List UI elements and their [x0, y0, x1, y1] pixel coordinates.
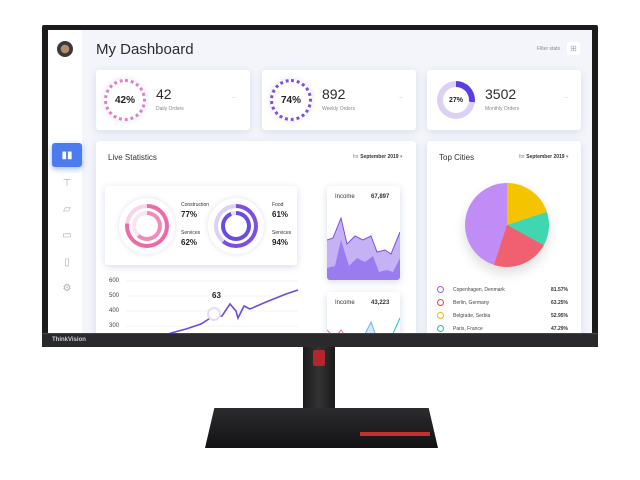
brand-logo: ThinkVision — [52, 337, 86, 343]
base-accent — [360, 432, 430, 436]
city-value: 81.57% — [551, 287, 568, 293]
income-line-chart — [327, 317, 400, 333]
city-value: 47.29% — [551, 326, 568, 332]
income-area-chart — [327, 216, 400, 280]
income-card: Income 67,897 — [327, 186, 400, 280]
progress-ring: 42% — [104, 79, 146, 121]
bar-chart-icon[interactable]: ▮▮ — [52, 143, 82, 167]
stat-card-weekly: 74% 892 Weekly Orders ... — [262, 70, 416, 130]
grid-icon[interactable]: ⊞ — [567, 42, 580, 55]
income-value: 67,897 — [371, 194, 390, 200]
clipboard-icon[interactable]: ▯ — [64, 256, 70, 268]
period-prefix: for — [353, 154, 359, 160]
monitor-stand-base — [205, 408, 438, 448]
period-value: September 2019 — [526, 154, 565, 160]
filter-stats-label[interactable]: Filter stats — [537, 46, 561, 52]
y-tick: 600 — [109, 278, 120, 284]
screen: ▮▮ ⊤ ▱ ▭ ▯ ⚙ My Dashboard Filter stats ⊞… — [48, 30, 592, 333]
city-name: Copenhagen, Denmark — [453, 287, 505, 293]
city-name: Berlin, Germany — [453, 300, 490, 306]
y-tick: 400 — [109, 308, 120, 314]
ring-chart-construction — [119, 198, 175, 254]
ring-stats-card: Construction 77% Services 62% Food 61% S… — [105, 186, 297, 265]
more-button[interactable]: ... — [563, 94, 569, 100]
period-dropdown[interactable]: for September 2019 ▾ — [353, 154, 403, 160]
period-value: September 2019 — [360, 154, 399, 160]
stat-card-daily: 42% 42 Daily Orders ... — [96, 70, 250, 130]
gear-icon[interactable]: ⚙ — [62, 282, 72, 294]
city-marker — [437, 312, 444, 319]
stat-label: Weekly Orders — [322, 106, 355, 112]
more-button[interactable]: ... — [398, 94, 404, 100]
pie-chart — [465, 183, 549, 267]
panel-title: Live Statistics — [108, 153, 157, 162]
chat-icon[interactable]: ▭ — [62, 229, 72, 241]
live-statistics-panel: Live Statistics for September 2019 ▾ Con… — [96, 141, 416, 333]
stat-value: 42 — [156, 86, 172, 102]
ring-label: Services — [181, 230, 201, 236]
line-chart — [126, 280, 299, 333]
city-name: Belgrade, Serbia — [453, 313, 491, 319]
income-value: 43,223 — [371, 300, 390, 306]
percent-label: 27% — [443, 87, 469, 113]
stat-label: Monthly Orders — [485, 106, 520, 112]
avatar[interactable] — [57, 41, 73, 57]
top-cities-panel: Top Cities for September 2019 ▾ Copenhag… — [427, 141, 581, 333]
city-marker — [437, 286, 444, 293]
income-label: Income — [335, 194, 355, 200]
city-marker — [437, 325, 444, 332]
ring-value: 94% — [272, 238, 289, 247]
ring-value: 77% — [181, 210, 198, 219]
stat-value: 3502 — [485, 86, 517, 102]
income-card: Income 43,223 — [327, 292, 400, 333]
period-dropdown[interactable]: for September 2019 ▾ — [519, 154, 569, 160]
ring-label: Food — [272, 202, 284, 208]
signpost-icon[interactable]: ⊤ — [62, 177, 72, 189]
progress-donut: 27% — [437, 81, 475, 119]
ring-chart-food — [208, 198, 264, 254]
city-name: Paris, France — [453, 326, 483, 332]
page-title: My Dashboard — [96, 41, 194, 58]
stat-label: Daily Orders — [156, 106, 184, 112]
more-button[interactable]: ... — [232, 94, 238, 100]
panel-title: Top Cities — [439, 153, 475, 162]
highlight-value: 63 — [212, 291, 221, 300]
ring-value: 61% — [272, 210, 289, 219]
sidebar: ▮▮ ⊤ ▱ ▭ ▯ ⚙ — [48, 30, 82, 333]
city-value: 63.25% — [551, 300, 568, 306]
stand-accent — [313, 350, 325, 366]
y-tick: 500 — [109, 293, 120, 299]
city-value: 52.95% — [551, 313, 568, 319]
city-marker — [437, 299, 444, 306]
y-tick: 300 — [109, 323, 120, 329]
period-prefix: for — [519, 154, 525, 160]
income-label: Income — [335, 300, 355, 306]
monitor-chin — [42, 333, 598, 347]
progress-ring: 74% — [270, 79, 312, 121]
highlight-point — [207, 307, 221, 321]
basket-icon[interactable]: ▱ — [63, 203, 71, 215]
ring-label: Services — [272, 230, 292, 236]
stat-value: 892 — [322, 86, 346, 102]
ring-value: 62% — [181, 238, 198, 247]
ring-label: Construction — [181, 202, 210, 208]
stat-card-monthly: 27% 3502 Monthly Orders ... — [427, 70, 581, 130]
